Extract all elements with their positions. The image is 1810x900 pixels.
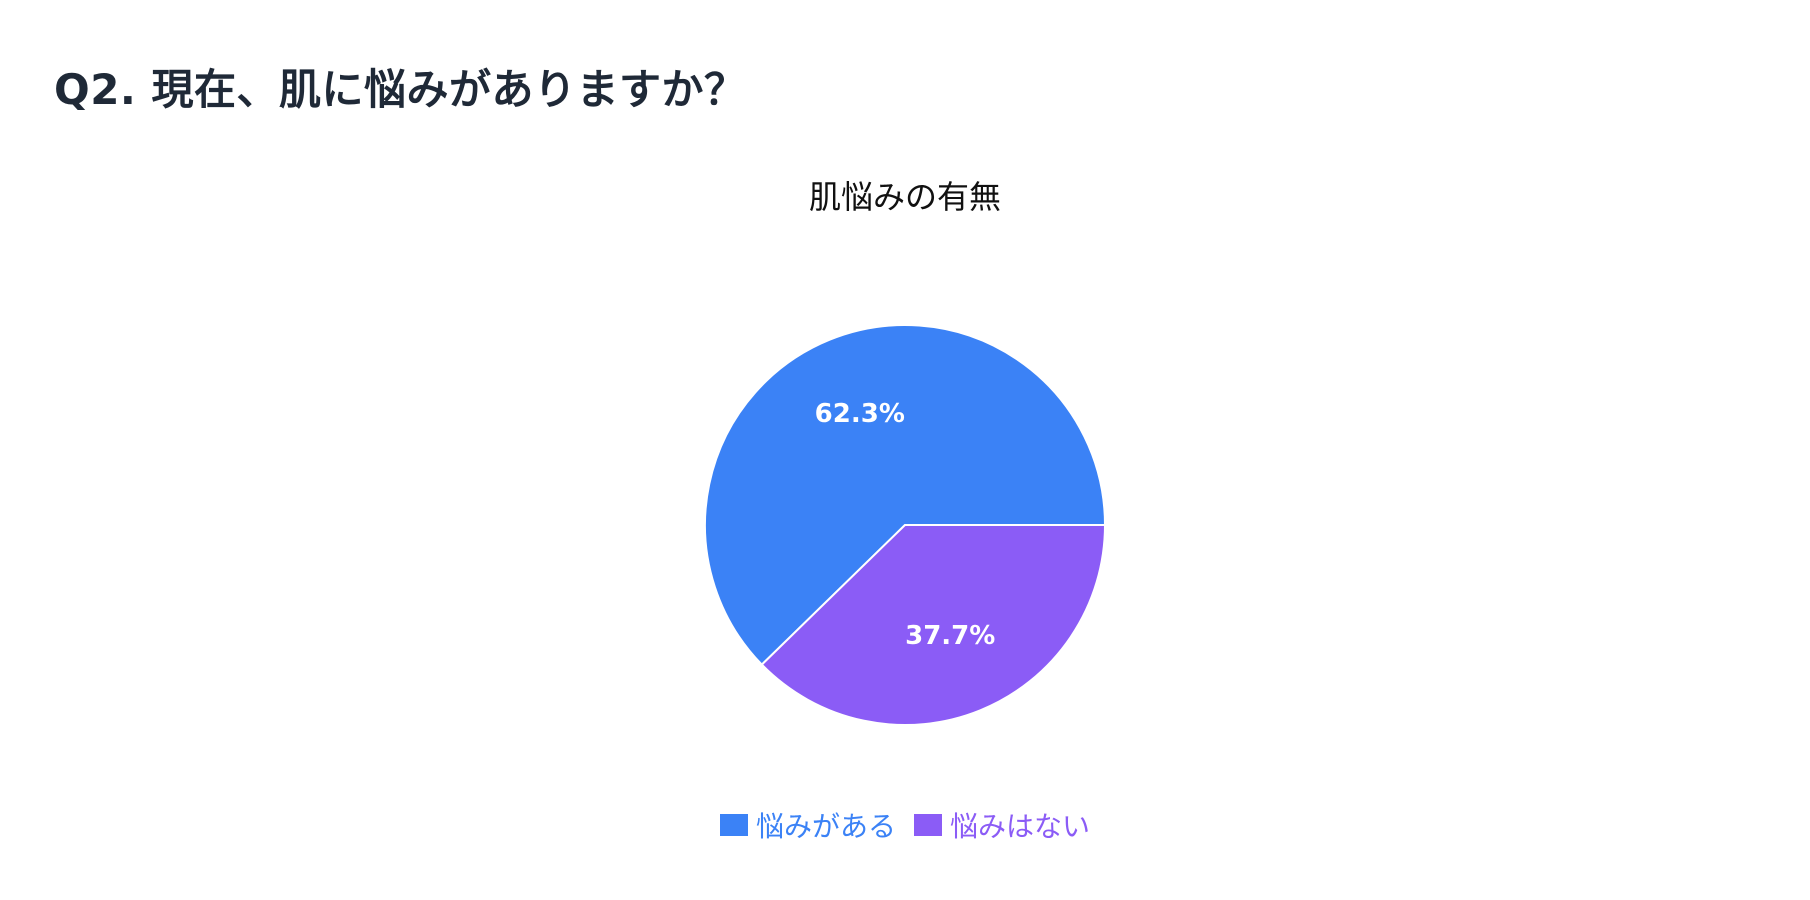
chart-title: 肌悩みの有無 bbox=[808, 178, 1001, 216]
page-title: Q2. 現在、肌に悩みがありますか？ bbox=[54, 65, 747, 114]
chart-legend: 悩みがある 悩みはない bbox=[0, 805, 1810, 845]
pie-slice-no-concerns[interactable] bbox=[760, 524, 1107, 726]
legend-swatch-no-concerns bbox=[914, 814, 942, 836]
pie-label-has-concerns: 62.3% bbox=[815, 399, 905, 429]
legend-item-no-concerns[interactable]: 悩みはない bbox=[914, 805, 1090, 845]
legend-label-no-concerns: 悩みはない bbox=[950, 810, 1091, 843]
legend-label-has-concerns: 悩みがある bbox=[755, 810, 896, 843]
pie-label-no-concerns: 37.7% bbox=[905, 621, 995, 651]
pie-chart: 62.3% 37.7% bbox=[704, 324, 1107, 726]
pie-slice-has-concerns[interactable] bbox=[704, 324, 1107, 667]
legend-swatch-has-concerns bbox=[719, 814, 748, 836]
legend-item-has-concerns[interactable]: 悩みがある bbox=[719, 805, 896, 845]
